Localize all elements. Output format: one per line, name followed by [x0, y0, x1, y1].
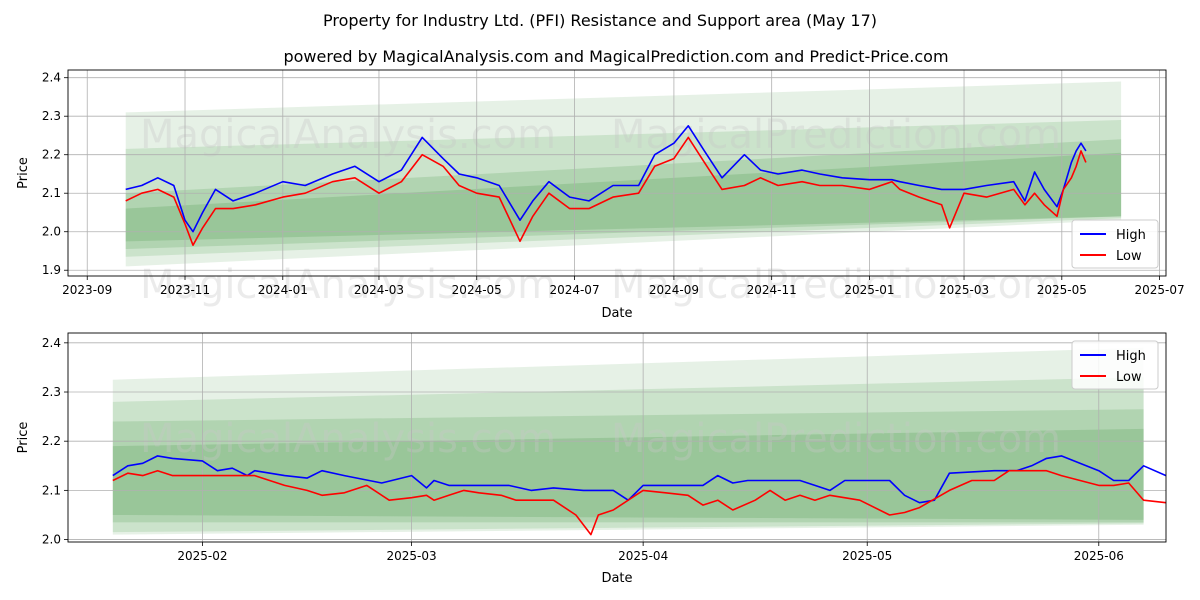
y-tick-label: 2.3: [42, 109, 61, 123]
series-line-low: [112, 469, 1166, 536]
bottom-chart-panel: MagicalAnalysis.com MagicalPrediction.com…: [16, 332, 1167, 586]
watermark-text: MagicalAnalysis.com: [140, 112, 556, 158]
legend-label-high: High: [1116, 349, 1146, 364]
support-resistance-band-2: [125, 120, 1122, 257]
y-tick-label: 2.0: [42, 533, 61, 547]
x-tick-label: 2024-09: [649, 283, 699, 297]
series-line-low: [125, 136, 1087, 246]
support-resistance-band-2: [112, 377, 1144, 533]
x-tick-label: 2024-03: [354, 283, 404, 297]
support-resistance-band-1: [125, 81, 1122, 267]
y-axis-label: Price: [16, 157, 31, 189]
x-tick-label: 2025-03: [387, 549, 437, 563]
x-axis-label: Date: [601, 306, 632, 321]
plot-frame: [67, 332, 1167, 543]
x-tick-label: 2025-04: [618, 549, 668, 563]
chart-subtitle: powered by MagicalAnalysis.com and Magic…: [283, 47, 948, 66]
grid-group: 2023-09 2023-11 2024-01 2024-03 2024-05 2024-…: [42, 70, 1185, 297]
x-tick-label: 2024-05: [452, 283, 502, 297]
watermark-text: MagicalPrediction.com: [611, 416, 1061, 462]
support-resistance-band-4: [112, 428, 1144, 520]
x-tick-label: 2025-03: [939, 283, 989, 297]
x-tick-label: 2024-11: [747, 283, 797, 297]
grid-group: 2025-02 2025-03 2025-04 2025-05 2025-06 2.0 2.…: [42, 333, 1166, 563]
series-line-high: [112, 455, 1166, 504]
support-resistance-band-4: [125, 152, 1122, 242]
legend-label-low: Low: [1116, 370, 1142, 385]
series-group: [125, 125, 1087, 246]
watermark-text: MagicalPrediction.com: [611, 262, 1061, 308]
y-tick-label: 2.2: [42, 148, 61, 162]
y-tick-label: 2.1: [42, 186, 61, 200]
x-tick-label: 2025-02: [177, 549, 227, 563]
x-tick-label: 2023-09: [62, 283, 112, 297]
band-group: [125, 81, 1122, 267]
x-tick-label: 2024-01: [258, 283, 308, 297]
watermark-text: MagicalPrediction.com: [611, 112, 1061, 158]
y-tick-label: 2.0: [42, 225, 61, 239]
legend: High Low: [1071, 340, 1159, 390]
chart-title: Property for Industry Ltd. (PFI) Resista…: [323, 11, 877, 30]
support-resistance-band-3: [125, 139, 1122, 250]
y-tick-label: 2.4: [42, 71, 61, 85]
y-tick-label: 2.3: [42, 385, 61, 399]
y-tick-label: 2.2: [42, 434, 61, 448]
watermark-text: MagicalAnalysis.com: [140, 262, 556, 308]
plot-frame: [67, 69, 1167, 277]
legend: High Low: [1071, 219, 1159, 269]
top-chart-panel: MagicalAnalysis.com MagicalAnalysis.com Ma…: [16, 69, 1185, 321]
x-axis-label: Date: [601, 571, 632, 586]
legend-label-low: Low: [1116, 249, 1142, 264]
x-tick-label: 2025-05: [1037, 283, 1087, 297]
x-tick-label: 2024-07: [549, 283, 599, 297]
watermark-text: MagicalAnalysis.com: [140, 416, 556, 462]
y-axis-label: Price: [16, 422, 31, 454]
x-tick-label: 2025-01: [844, 283, 894, 297]
y-tick-label: 2.4: [42, 336, 61, 350]
series-group: [112, 455, 1166, 536]
x-tick-label: 2023-11: [160, 283, 210, 297]
x-tick-label: 2025-07: [1135, 283, 1185, 297]
series-line-high: [125, 125, 1087, 233]
legend-label-high: High: [1116, 228, 1146, 243]
x-tick-label: 2025-05: [842, 549, 892, 563]
y-tick-label: 2.1: [42, 483, 61, 497]
support-resistance-band-3: [112, 409, 1144, 523]
x-tick-label: 2025-06: [1074, 549, 1124, 563]
y-tick-label: 1.9: [42, 263, 61, 277]
